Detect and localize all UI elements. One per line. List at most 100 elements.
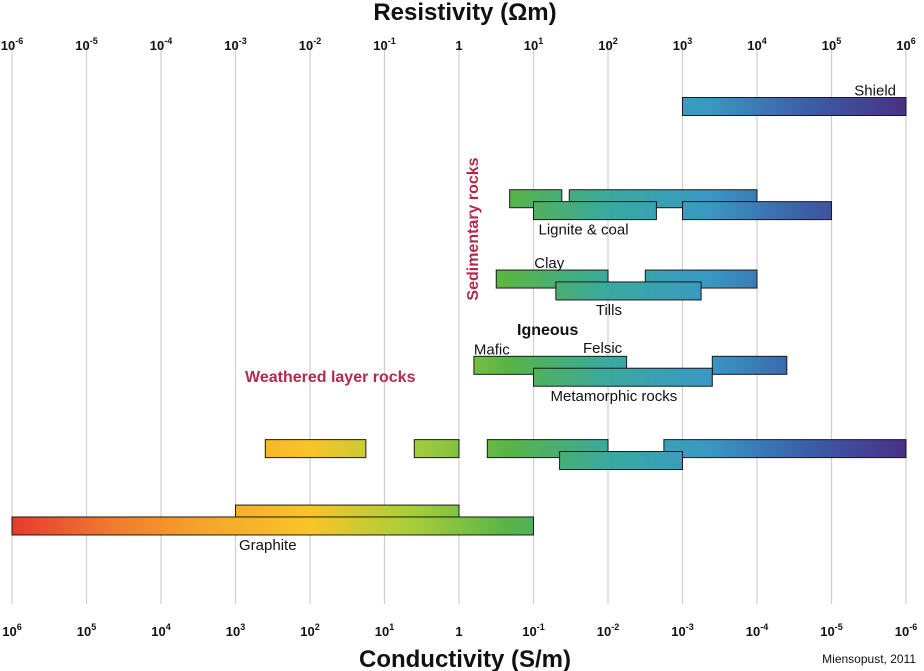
bottom-axis-ticks: 106 105 104 103 102 101 1 10-1 10-2 10-3 10-4 10-5 1…	[2, 622, 917, 639]
top-axis-ticks: 10-6 10-5 10-4 10-3 10-2 10-1 1 101 102 103 104 105…	[1, 36, 916, 53]
grid-lines	[11, 42, 907, 604]
tick-base: 10	[896, 38, 910, 53]
tick-exponent: -2	[611, 622, 619, 632]
tick-exponent: -3	[239, 36, 247, 46]
top-axis-tick-label: 10-3	[224, 36, 246, 53]
top-axis-tick-label: 10-6	[1, 36, 23, 53]
bar-label: Metamorphic rocks	[551, 388, 678, 405]
tick-exponent: -1	[388, 36, 396, 46]
top-axis-tick-label: 106	[896, 36, 915, 53]
tick-base: 10	[150, 38, 164, 53]
tick-base: 10	[300, 624, 314, 639]
tick-exponent: 6	[17, 622, 22, 632]
tick-exponent: 3	[240, 622, 245, 632]
bottom-axis-tick-label: 10-3	[671, 622, 693, 639]
x-axis-label: Conductivity (S/m)	[359, 646, 571, 671]
bar-label: Graphite	[239, 537, 297, 554]
tick-base: 10	[747, 38, 761, 53]
credit-text: Miensopust, 2011	[822, 652, 916, 666]
tick-base: 10	[2, 624, 16, 639]
bottom-axis-tick-label: 105	[77, 622, 96, 639]
bar-label: Lignite & coal	[539, 222, 629, 239]
tick-base: 10	[151, 624, 165, 639]
tick-base: 1	[455, 38, 462, 53]
tick-base: 10	[224, 38, 238, 53]
bar-label: Clay	[534, 255, 565, 272]
tick-base: 10	[75, 38, 89, 53]
tick-base: 1	[455, 624, 462, 639]
tick-exponent: 4	[762, 36, 767, 46]
tick-base: 10	[671, 624, 685, 639]
tick-exponent: -3	[686, 622, 694, 632]
tick-base: 10	[822, 38, 836, 53]
bar-label: Tills	[596, 302, 622, 319]
bottom-axis-tick-label: 10-4	[746, 622, 768, 639]
tick-base: 10	[598, 38, 612, 53]
tick-exponent: 6	[911, 36, 916, 46]
tick-exponent: -1	[537, 622, 545, 632]
tick-base: 10	[77, 624, 91, 639]
tick-base: 10	[226, 624, 240, 639]
tick-base: 10	[299, 38, 313, 53]
top-axis-tick-label: 101	[524, 36, 543, 53]
tick-exponent: 1	[389, 622, 394, 632]
tick-base: 10	[597, 624, 611, 639]
bottom-axis-tick-label: 10-5	[820, 622, 842, 639]
top-axis-tick-label: 10-1	[373, 36, 395, 53]
tick-exponent: 2	[315, 622, 320, 632]
bottom-axis-tick-label: 104	[151, 622, 170, 639]
tick-base: 10	[375, 624, 389, 639]
bar-label: Shield	[854, 83, 896, 100]
tick-exponent: -6	[909, 622, 917, 632]
bottom-axis-tick-label: 10-6	[895, 622, 917, 639]
tick-base: 10	[373, 38, 387, 53]
range-bar	[682, 97, 907, 116]
tick-exponent: 3	[687, 36, 692, 46]
top-axis-tick-label: 105	[822, 36, 841, 53]
range-bars	[11, 97, 907, 536]
tick-exponent: -5	[835, 622, 843, 632]
bottom-axis-tick-label: 10-1	[522, 622, 544, 639]
tick-exponent: -5	[90, 36, 98, 46]
bottom-axis-tick-label: 1	[455, 624, 462, 639]
range-bar	[711, 355, 788, 375]
top-axis-tick-label: 102	[598, 36, 617, 53]
tick-exponent: -4	[164, 36, 172, 46]
top-axis-tick-label: 10-4	[150, 36, 172, 53]
top-axis-tick-label: 10-2	[299, 36, 321, 53]
tick-exponent: 2	[613, 36, 618, 46]
range-bar	[555, 281, 702, 301]
range-bar	[533, 201, 657, 221]
tick-base: 10	[820, 624, 834, 639]
tick-exponent: -2	[313, 36, 321, 46]
bar-labels: Shield Lignite & coal Clay Tills Mafic Metamo…	[239, 83, 896, 554]
tick-exponent: -4	[760, 622, 768, 632]
tick-base: 10	[524, 38, 538, 53]
tick-base: 10	[522, 624, 536, 639]
sedimentary-rocks-label: Sedimentary rocks	[465, 157, 482, 300]
tick-exponent: 5	[836, 36, 841, 46]
tick-base: 10	[673, 38, 687, 53]
bar-label: Mafic	[474, 341, 510, 358]
range-bar	[264, 439, 367, 459]
tick-base: 10	[1, 38, 15, 53]
weathered-layer-rocks-label: Weathered layer rocks	[245, 369, 416, 386]
bottom-axis-tick-label: 102	[300, 622, 319, 639]
range-bar	[682, 201, 832, 221]
top-axis-tick-label: 104	[747, 36, 766, 53]
top-axis-tick-label: 10-5	[75, 36, 97, 53]
bottom-axis-tick-label: 103	[226, 622, 245, 639]
range-bar	[559, 451, 684, 471]
top-axis-tick-label: 103	[673, 36, 692, 53]
tick-exponent: 1	[538, 36, 543, 46]
range-bar	[11, 516, 534, 536]
tick-exponent: -6	[15, 36, 23, 46]
range-bar	[413, 439, 460, 459]
range-bar	[533, 367, 713, 387]
top-axis-tick-label: 1	[455, 38, 462, 53]
bottom-axis-tick-label: 101	[375, 622, 394, 639]
igneous-label: Igneous	[517, 322, 578, 339]
tick-exponent: 4	[166, 622, 171, 632]
bottom-axis-tick-label: 106	[2, 622, 21, 639]
